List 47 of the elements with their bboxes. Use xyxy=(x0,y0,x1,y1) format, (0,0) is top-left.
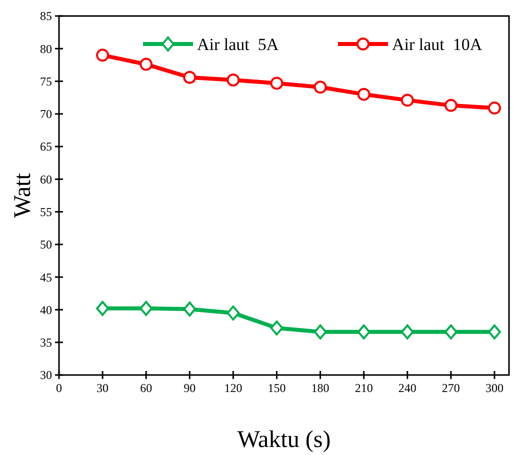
point xyxy=(96,300,110,316)
x-tick-label: 90 xyxy=(184,381,196,395)
x-tick-label: 210 xyxy=(354,381,373,395)
point xyxy=(400,324,414,340)
x-tick-label: 180 xyxy=(311,381,330,395)
legend-label: Air laut 10A xyxy=(392,34,483,54)
point xyxy=(488,102,501,115)
x-tick-label: 0 xyxy=(56,381,62,395)
y-axis-title: Watt xyxy=(10,172,36,218)
point xyxy=(140,58,153,71)
point xyxy=(357,88,370,101)
point xyxy=(226,305,240,320)
y-tick-label: 75 xyxy=(40,74,52,88)
point xyxy=(183,70,196,84)
point xyxy=(270,76,284,90)
y-tick-label: 40 xyxy=(40,302,52,317)
legend-label: Air laut 5A xyxy=(197,34,280,54)
point xyxy=(488,324,501,340)
point xyxy=(270,320,284,336)
x-tick-label: 270 xyxy=(442,381,460,395)
point xyxy=(96,48,110,62)
point xyxy=(444,324,458,340)
point xyxy=(140,300,153,316)
y-tick-label: 30 xyxy=(40,368,52,382)
x-tick-label: 60 xyxy=(140,381,152,395)
point xyxy=(314,324,327,340)
point xyxy=(444,98,458,112)
x-tick-label: 120 xyxy=(224,381,242,395)
y-tick-label: 60 xyxy=(40,172,52,186)
y-tick-label: 70 xyxy=(40,107,52,122)
point xyxy=(357,324,370,340)
y-tick-label: 55 xyxy=(40,205,52,220)
y-tick-label: 80 xyxy=(40,42,52,56)
y-tick-label: 45 xyxy=(40,270,52,284)
point xyxy=(400,94,414,107)
y-tick-label: 50 xyxy=(40,238,52,252)
y-tick-label: 65 xyxy=(40,140,52,154)
x-axis-title: Waktu (s) xyxy=(237,427,331,453)
point xyxy=(226,73,240,86)
x-tick-label: 150 xyxy=(268,381,286,395)
point xyxy=(314,80,327,94)
y-tick-label: 85 xyxy=(40,9,52,24)
x-tick-label: 240 xyxy=(398,381,416,395)
x-tick-label: 300 xyxy=(485,381,504,395)
y-tick-label: 35 xyxy=(40,336,52,350)
x-tick-label: 30 xyxy=(96,381,109,395)
point xyxy=(183,302,196,317)
